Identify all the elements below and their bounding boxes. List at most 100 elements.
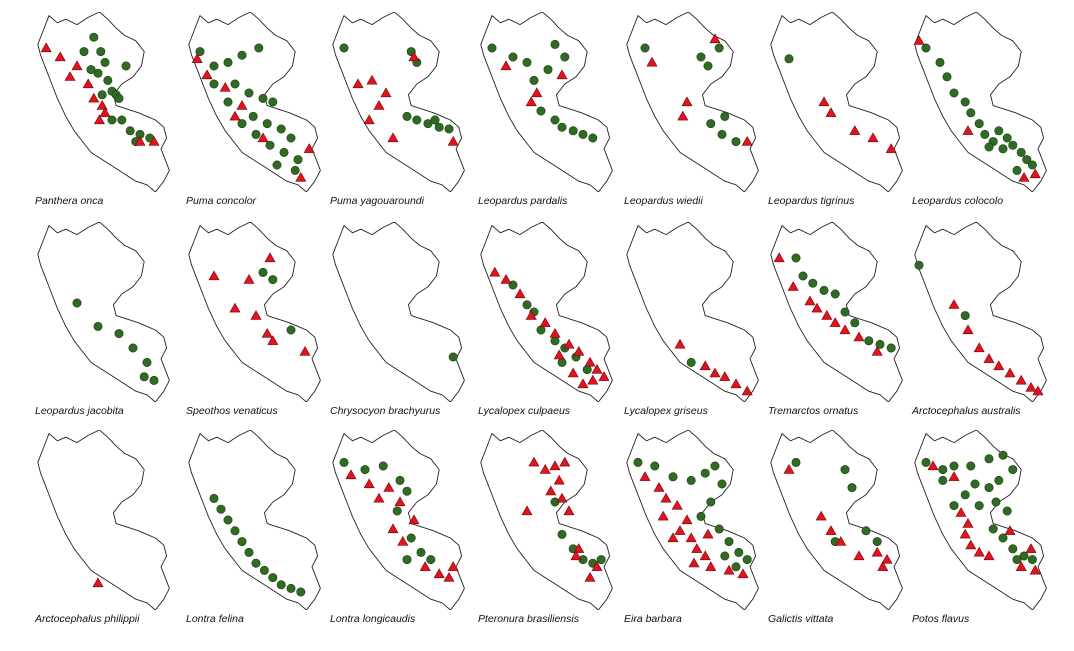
occurrence-triangle <box>387 523 399 534</box>
occurrence-circle <box>402 111 412 121</box>
occurrence-triangle <box>394 496 406 507</box>
occurrence-circle <box>696 52 706 62</box>
occurrence-circle <box>791 253 801 263</box>
occurrence-triangle <box>264 252 276 263</box>
occurrence-triangle <box>983 353 995 363</box>
occurrence-triangle <box>134 135 146 146</box>
occurrence-triangle <box>447 135 459 146</box>
occurrence-circle <box>272 160 282 170</box>
occurrence-circle <box>268 573 278 583</box>
occurrence-triangle <box>577 378 589 389</box>
occurrence-triangle <box>219 81 231 92</box>
country-outline <box>480 222 613 402</box>
occurrence-circle <box>395 475 405 485</box>
occurrence-circle <box>991 497 1001 507</box>
peru-map <box>770 222 903 402</box>
occurrence-circle <box>798 271 808 281</box>
occurrence-circle <box>791 457 801 467</box>
occurrence-triangle <box>96 99 108 110</box>
occurrence-circle <box>195 47 205 57</box>
occurrence-circle <box>258 93 268 103</box>
occurrence-triangle <box>853 550 865 561</box>
occurrence-circle <box>710 461 720 471</box>
occurrence-triangle <box>553 349 565 360</box>
occurrence-triangle <box>88 92 100 103</box>
occurrence-triangle <box>54 51 66 62</box>
peru-map <box>188 12 321 192</box>
occurrence-triangle <box>443 571 455 582</box>
country-outline <box>770 12 903 192</box>
occurrence-triangle <box>983 550 995 561</box>
occurrence-circle <box>998 144 1008 154</box>
occurrence-circle <box>1027 555 1037 565</box>
occurrence-circle <box>686 357 696 367</box>
occurrence-triangle <box>962 517 974 528</box>
species-map-panel: Leopardus pardalis <box>478 12 626 212</box>
occurrence-triangle <box>387 132 399 143</box>
occurrence-triangle <box>500 60 512 71</box>
country-outline <box>914 222 1047 402</box>
occurrence-triangle <box>877 561 889 571</box>
species-map-panel: Puma concolor <box>186 12 334 212</box>
occurrence-circle <box>290 165 300 175</box>
occurrence-triangle <box>657 510 669 521</box>
occurrence-triangle <box>250 309 262 320</box>
species-name-label: Leopardus colocolo <box>912 195 1004 207</box>
occurrence-circle <box>1027 160 1037 170</box>
occurrence-circle <box>994 126 1004 136</box>
occurrence-circle <box>339 457 349 467</box>
occurrence-triangle <box>705 561 717 571</box>
occurrence-circle <box>412 115 422 125</box>
occurrence-circle <box>423 119 433 129</box>
occurrence-triangle <box>587 374 599 385</box>
occurrence-circle <box>706 119 716 129</box>
occurrence-triangle <box>853 331 865 342</box>
occurrence-triangle <box>811 302 823 313</box>
occurrence-triangle <box>380 87 392 98</box>
occurrence-circle <box>557 529 567 539</box>
occurrence-triangle <box>201 69 213 80</box>
occurrence-triangle <box>549 460 561 471</box>
occurrence-circle <box>378 461 388 471</box>
occurrence-triangle <box>741 135 753 146</box>
occurrence-triangle <box>556 492 568 503</box>
species-name-label: Panthera onca <box>35 195 104 207</box>
species-map-panel: Lontra felina <box>186 430 334 630</box>
occurrence-triangle <box>408 514 420 525</box>
occurrence-triangle <box>959 528 971 539</box>
occurrence-triangle <box>783 463 795 474</box>
occurrence-triangle <box>825 525 837 535</box>
occurrence-triangle <box>447 561 459 571</box>
species-map-panel: Arctocephalus philippii <box>35 430 183 630</box>
occurrence-circle <box>1008 465 1018 475</box>
occurrence-triangle <box>299 345 311 356</box>
occurrence-circle <box>223 97 233 107</box>
occurrence-triangle <box>373 492 385 503</box>
peru-map <box>770 12 903 192</box>
occurrence-circle <box>970 479 980 489</box>
occurrence-triangle <box>93 114 105 125</box>
occurrence-circle <box>139 372 149 382</box>
occurrence-triangle <box>699 360 711 371</box>
species-map-panel: Tremarctos ornatus <box>768 222 916 422</box>
occurrence-circle <box>984 454 994 464</box>
occurrence-triangle <box>709 33 721 44</box>
occurrence-circle <box>980 129 990 139</box>
occurrence-circle <box>416 547 426 557</box>
occurrence-circle <box>1002 506 1012 516</box>
occurrence-circle <box>276 124 286 134</box>
occurrence-circle <box>402 486 412 496</box>
country-outline <box>332 12 465 192</box>
country-outline <box>770 430 903 610</box>
occurrence-circle <box>114 329 124 339</box>
occurrence-circle <box>588 133 598 143</box>
occurrence-circle <box>258 267 268 277</box>
occurrence-circle <box>125 126 135 136</box>
occurrence-circle <box>103 75 113 85</box>
species-name-label: Chrysocyon brachyurus <box>330 405 441 417</box>
occurrence-circle <box>296 587 306 597</box>
occurrence-circle <box>557 122 567 132</box>
occurrence-circle <box>259 565 269 575</box>
occurrence-circle <box>536 106 546 116</box>
